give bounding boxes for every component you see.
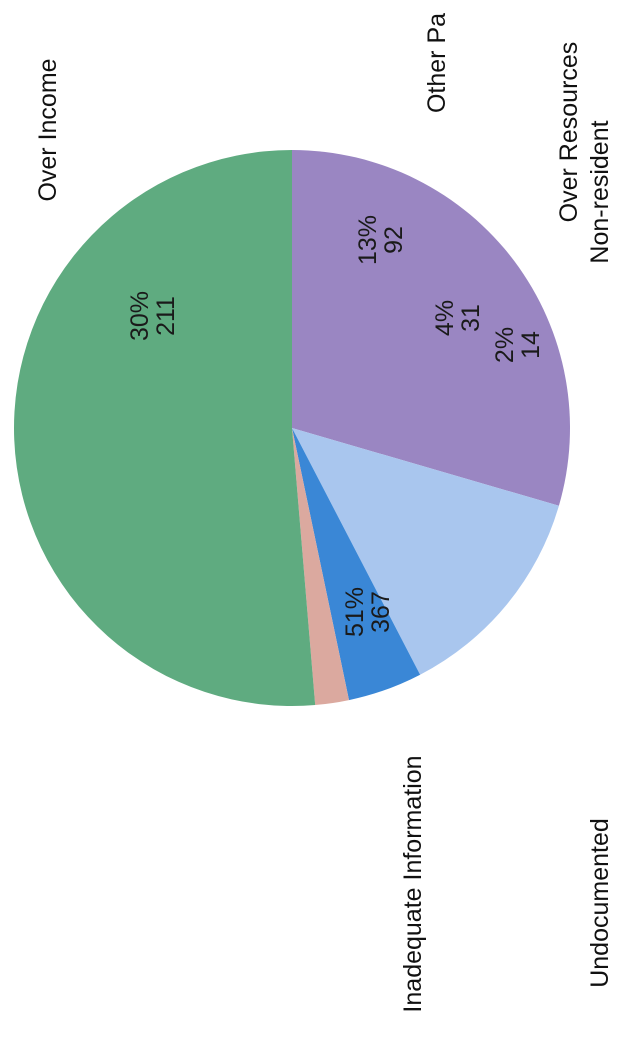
pie-category-labels: Over Income Other Pa Over Resources Non-res…: [34, 13, 614, 1013]
pie-slice-over-resources: [292, 428, 421, 701]
percent-label-over-resources: 4%: [431, 300, 459, 336]
value-label-over-resources: 4%31: [431, 300, 485, 336]
pie-slice-inadequate-information: [13, 150, 316, 706]
category-label-undocumented: Undocumented: [586, 818, 614, 988]
pie-slice-non-resident: [292, 428, 350, 706]
category-label-non-resident: Non-resident: [586, 120, 614, 263]
percent-label-inadequate-information: 51%: [341, 587, 369, 637]
value-label-inadequate-information: 51%367: [341, 587, 395, 637]
pie-value-labels: 30%211 13%92 4%312%14 51%367: [126, 215, 545, 637]
percent-label-over-income: 30%: [126, 291, 154, 341]
pie-slices: [13, 150, 570, 706]
value-label-other-pa: 13%92: [354, 215, 408, 265]
count-label-inadequate-information: 367: [367, 591, 395, 633]
category-label-other-pa: Other Pa: [423, 13, 451, 113]
count-label-over-resources: 31: [457, 304, 485, 332]
count-label-over-income: 211: [152, 296, 180, 336]
category-label-over-income: Over Income: [34, 58, 62, 201]
category-label-inadequate-information: Inadequate Information: [399, 755, 427, 1012]
percent-label-non-resident: 2%: [491, 327, 519, 363]
value-label-over-income: 30%211: [126, 291, 180, 341]
value-label-non-resident: 2%14: [491, 327, 545, 363]
percent-label-other-pa: 13%: [354, 215, 382, 265]
pie-slice-other-pa: [292, 428, 559, 675]
category-label-over-resources: Over Resources: [555, 42, 583, 223]
count-label-other-pa: 92: [380, 226, 408, 254]
pie-slice-over-income: [292, 150, 570, 506]
count-label-non-resident: 14: [517, 331, 545, 359]
